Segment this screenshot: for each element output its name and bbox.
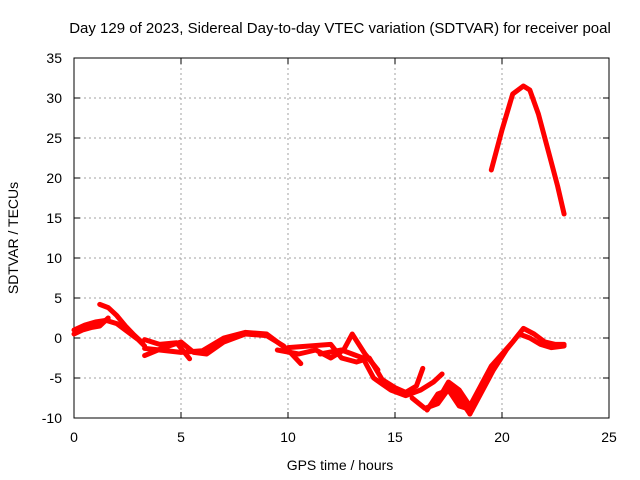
series-arc-f	[142, 337, 193, 362]
plot-frame	[73, 57, 610, 419]
y-axis-label: SDTVAR / TECUs	[5, 182, 21, 294]
y-tick-label: 20	[46, 170, 62, 186]
y-tick-label: 5	[54, 290, 62, 306]
x-tick-label: 25	[601, 429, 617, 445]
y-tick-label: 35	[46, 50, 62, 66]
x-tick-label: 10	[280, 429, 296, 445]
y-tick-label: 10	[46, 250, 62, 266]
series-arc-k	[424, 387, 475, 413]
x-tick-label: 20	[494, 429, 510, 445]
y-tick-label: 30	[46, 90, 62, 106]
series-arc-c	[97, 301, 145, 346]
x-tick-label: 0	[70, 429, 78, 445]
y-tick-label: 15	[46, 210, 62, 226]
y-tick-label: 25	[46, 130, 62, 146]
series-arc-h	[285, 341, 426, 395]
x-axis-label: GPS time / hours	[287, 457, 394, 473]
series-arc-i	[317, 347, 445, 399]
series-arc-j	[409, 383, 473, 417]
y-tick-label: 0	[54, 330, 62, 346]
y-tick-label: -5	[50, 370, 63, 386]
grid-lines	[74, 58, 609, 418]
series-arc-m	[467, 331, 567, 417]
data-series	[71, 83, 567, 417]
series-arc-b	[71, 315, 111, 337]
chart-title: Day 129 of 2023, Sidereal Day-to-day VTE…	[69, 20, 611, 37]
series-arc-n	[488, 83, 567, 217]
x-tick-label: 15	[387, 429, 403, 445]
axis-ticks: 0 5 10 15 20 25 -10 -5 0 5 10 15 20 25 30 35	[42, 50, 617, 445]
x-tick-label: 5	[177, 429, 185, 445]
y-tick-label: -10	[42, 410, 62, 426]
